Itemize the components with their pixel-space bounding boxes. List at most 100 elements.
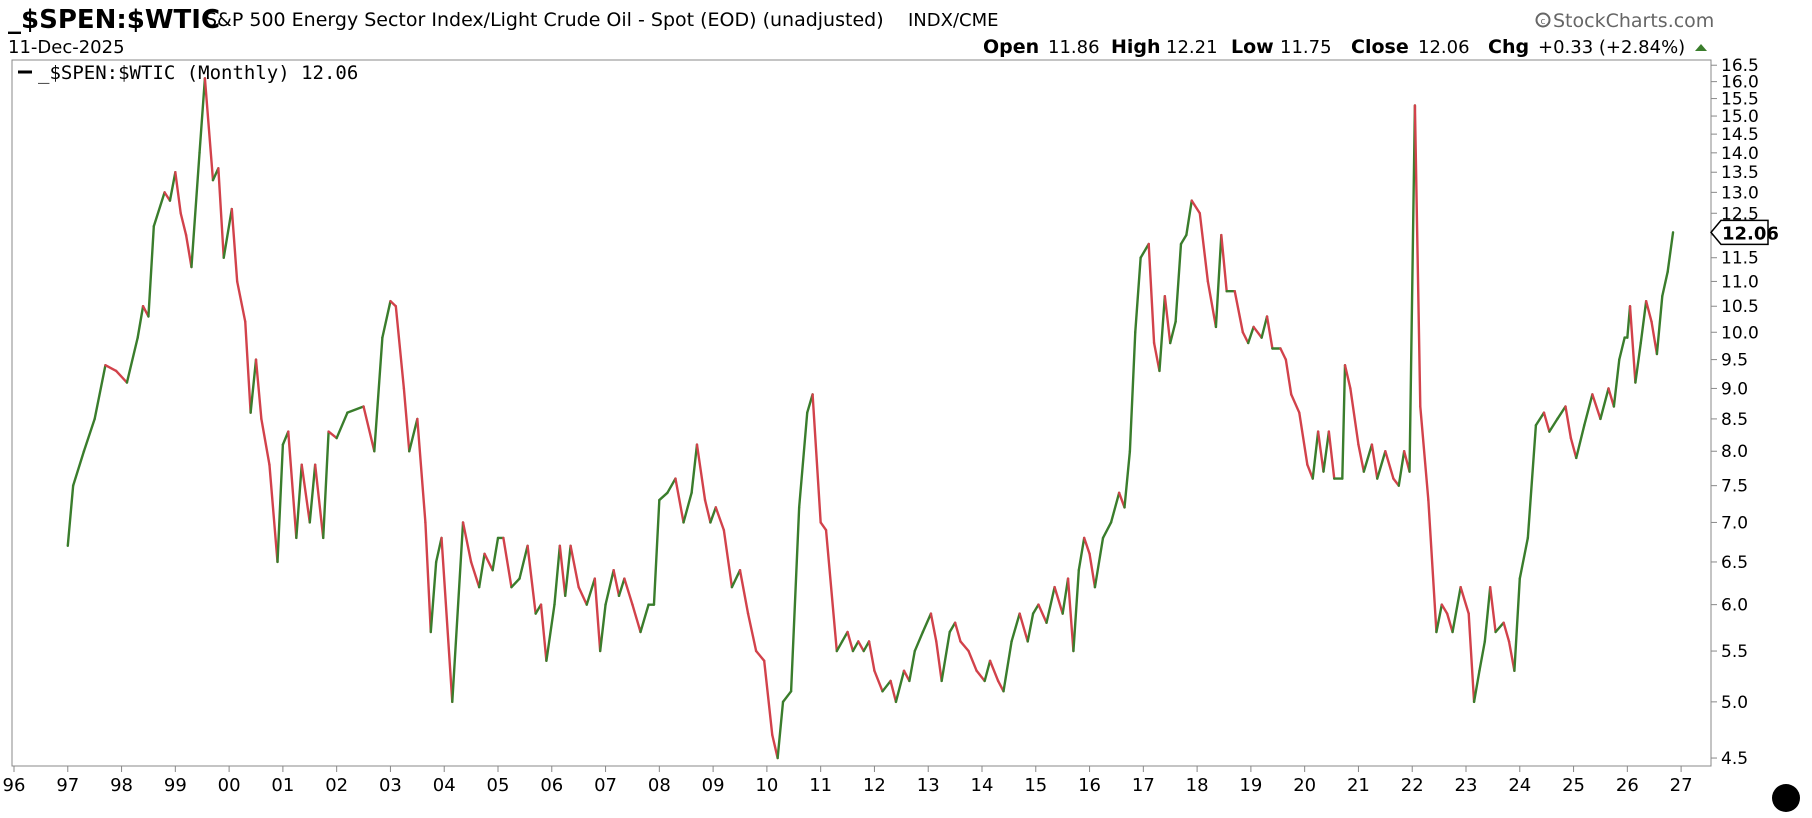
series-segment xyxy=(1026,612,1035,643)
series-segment xyxy=(553,544,562,606)
series-segment xyxy=(1185,199,1193,237)
series-segment xyxy=(276,443,285,564)
series-segment xyxy=(730,569,742,589)
series-segment xyxy=(824,528,838,653)
chart-symbol: _$SPEN:$WTIC xyxy=(8,5,220,35)
series-segment xyxy=(1031,603,1040,615)
copyright-icon xyxy=(1535,12,1551,28)
series-segment xyxy=(593,577,602,653)
series-segment xyxy=(1502,621,1511,643)
series-segment xyxy=(1534,411,1546,427)
series-segment xyxy=(913,630,925,653)
series-segment xyxy=(975,669,986,683)
x-tick-label: 07 xyxy=(594,775,617,796)
series-segment xyxy=(1343,364,1352,390)
series-segment xyxy=(1435,603,1444,634)
series-segment xyxy=(260,417,271,466)
series-segment xyxy=(1163,294,1172,345)
x-tick-label: 09 xyxy=(702,775,725,796)
series-segment xyxy=(873,669,884,693)
series-segment xyxy=(1591,393,1602,421)
series-segment xyxy=(776,700,785,760)
series-segment xyxy=(346,405,365,414)
series-segment xyxy=(738,569,750,615)
series-segment xyxy=(429,560,438,634)
series-segment xyxy=(254,358,263,421)
series-segment xyxy=(1427,498,1438,634)
x-tick-label: 04 xyxy=(433,775,456,796)
series-segment xyxy=(235,280,247,323)
series-segment xyxy=(1088,552,1097,589)
series-segment xyxy=(1628,305,1637,384)
y-tick-label: 13.0 xyxy=(1721,183,1759,203)
x-tick-label: 18 xyxy=(1186,775,1209,796)
series-segment xyxy=(203,77,215,182)
series-segment xyxy=(1542,411,1551,433)
series-segment xyxy=(1134,256,1142,334)
series-segment xyxy=(1252,325,1263,339)
series-segment xyxy=(1445,612,1454,634)
series-segment xyxy=(1311,430,1320,480)
series-segment xyxy=(1612,358,1621,408)
x-tick-label: 16 xyxy=(1078,775,1101,796)
series-segment xyxy=(811,393,822,524)
series-segment xyxy=(217,167,225,259)
series-segment xyxy=(1290,393,1301,414)
series-segment xyxy=(1583,393,1594,427)
x-tick-label: 99 xyxy=(164,775,187,796)
series-segment xyxy=(674,477,685,524)
series-segment xyxy=(1139,242,1150,259)
series-segment xyxy=(867,640,876,672)
series-segment xyxy=(585,577,596,606)
series-segment xyxy=(152,191,166,228)
x-tick-label: 01 xyxy=(271,775,294,796)
series-segment xyxy=(114,369,129,384)
open-label: Open xyxy=(983,36,1039,58)
series-segment xyxy=(1376,450,1387,480)
series-segment xyxy=(1265,315,1274,350)
series-segment xyxy=(335,411,349,440)
series-segment xyxy=(569,544,580,589)
series-segment xyxy=(313,463,325,540)
series-segment xyxy=(959,640,970,653)
x-tick-label: 03 xyxy=(379,775,402,796)
series-segment xyxy=(690,443,699,495)
series-segment xyxy=(908,649,916,683)
series-segment xyxy=(921,612,933,634)
series-segment xyxy=(295,463,303,540)
series-segment xyxy=(1644,299,1653,323)
series-segment xyxy=(1082,536,1091,556)
series-segment xyxy=(461,521,473,564)
series-segment xyxy=(1634,341,1642,384)
series-segment xyxy=(652,498,661,606)
series-segment xyxy=(1298,411,1309,466)
series-segment xyxy=(988,659,1000,683)
series-segment xyxy=(1526,424,1538,540)
series-segment xyxy=(198,77,207,155)
y-tick-label: 8.0 xyxy=(1721,442,1748,462)
series-segment xyxy=(1575,424,1586,460)
series-segment xyxy=(1459,585,1470,615)
series-segment xyxy=(1661,270,1669,298)
series-segment xyxy=(104,364,118,373)
series-segment xyxy=(424,521,432,634)
chg-value: +0.33 (+2.84%) xyxy=(1538,37,1685,58)
brand-logo[interactable]: c StockCharts.com xyxy=(1535,10,1715,32)
series-segment xyxy=(526,544,537,615)
series-segment xyxy=(491,536,500,572)
y-tick-label: 16.5 xyxy=(1721,56,1759,76)
series-segment xyxy=(179,212,188,237)
series-segment xyxy=(1147,242,1156,345)
series-segment xyxy=(1607,387,1616,408)
x-tick-label: 22 xyxy=(1401,775,1424,796)
series-segment xyxy=(308,463,317,524)
series-segment xyxy=(1018,612,1029,643)
series-segment xyxy=(1467,612,1476,704)
series-segment xyxy=(416,417,427,524)
series-segment xyxy=(1472,669,1481,704)
corner-dot-icon xyxy=(1772,784,1800,812)
series-segment xyxy=(1260,315,1269,339)
series-segment xyxy=(631,603,642,634)
high-value: 12.21 xyxy=(1166,37,1218,58)
series-segment xyxy=(1569,436,1578,460)
